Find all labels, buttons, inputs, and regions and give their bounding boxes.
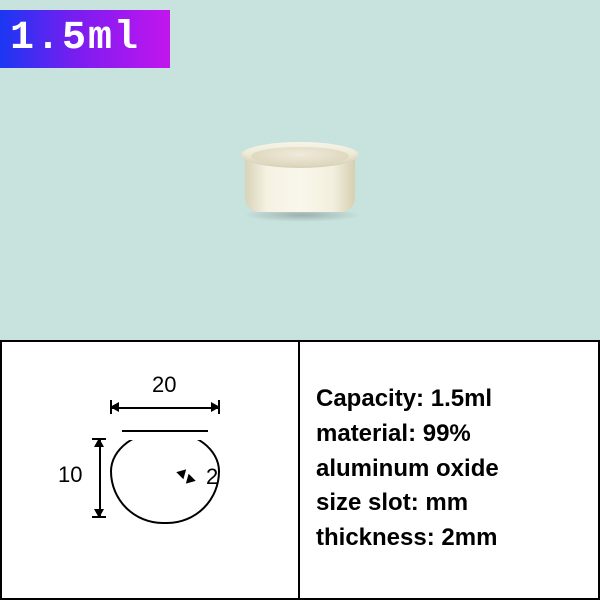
width-dimension <box>110 398 220 418</box>
crucible-illustration <box>235 138 365 218</box>
capacity-badge: 1.5ml <box>0 10 170 68</box>
crucible-rim-inner <box>251 147 349 165</box>
product-photo-panel: 1.5ml <box>0 0 600 340</box>
info-row: 20 10 2 Capacity1.5ml <box>0 340 600 600</box>
spec-list: Capacity1.5ml material99% aluminum oxide… <box>316 382 584 556</box>
spec-cell: Capacity1.5ml material99% aluminum oxide… <box>300 340 600 600</box>
dimension-diagram-cell: 20 10 2 <box>0 340 300 600</box>
spec-thickness: thickness2mm <box>316 521 584 556</box>
spec-size-slot: size slotmm <box>316 486 584 521</box>
capacity-badge-text: 1.5ml <box>10 16 140 61</box>
height-dimension <box>90 438 110 518</box>
spec-material: material99% aluminum oxide <box>316 417 584 487</box>
spec-capacity: Capacity1.5ml <box>316 382 584 417</box>
dimension-diagram: 20 10 2 <box>50 380 250 560</box>
wall-thickness-mark <box>178 468 208 492</box>
width-label: 20 <box>152 372 176 398</box>
wall-label: 2 <box>206 464 218 490</box>
height-label: 10 <box>58 462 82 488</box>
